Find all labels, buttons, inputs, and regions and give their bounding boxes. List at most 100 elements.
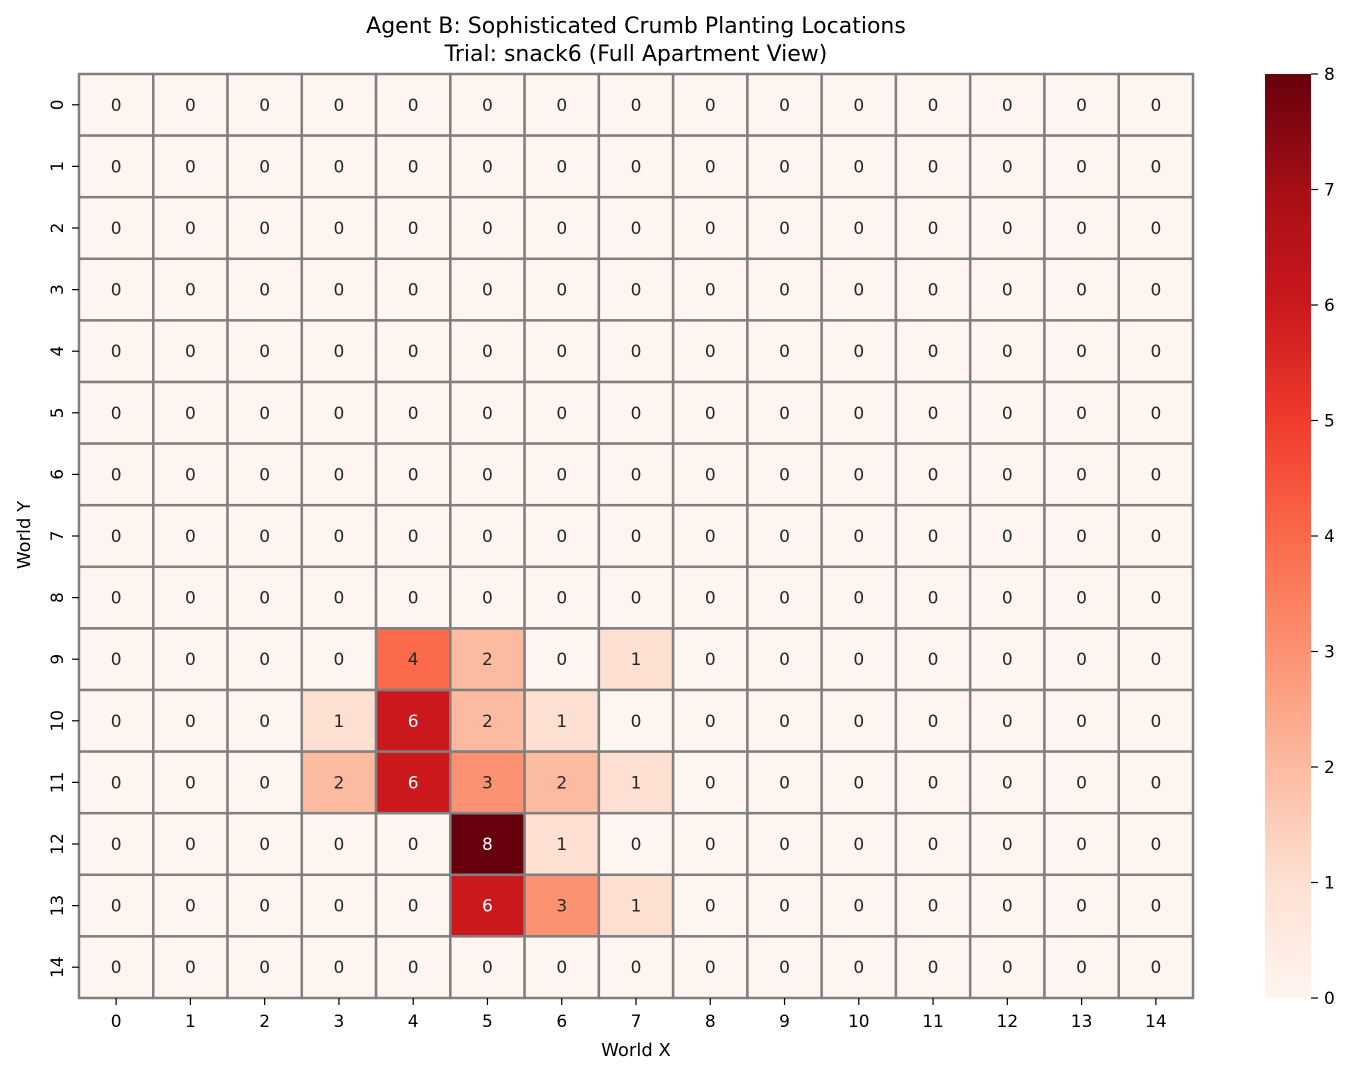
- heatmap-cell: [300, 935, 378, 1000]
- heatmap-cell: [449, 442, 526, 507]
- cell-value-label: 0: [631, 342, 642, 362]
- heatmap-cell: [1043, 565, 1120, 630]
- y-tick-label: 3: [48, 284, 68, 295]
- heatmap-cell: [226, 503, 304, 569]
- x-tick-label: 14: [1145, 1012, 1167, 1032]
- heatmap-cell: [1117, 935, 1195, 1000]
- x-axis-ticks: 0 1 2 3 4 5 6 7 8 9 10 11 12 13 14: [111, 998, 1167, 1032]
- cell-value-label: 0: [259, 281, 270, 301]
- heatmap-cells: [77, 72, 1195, 1000]
- y-tick-label: 11: [48, 772, 68, 794]
- heatmap-cell: [77, 873, 155, 938]
- cell-value-label: 0: [111, 157, 122, 177]
- cell-value-label: 0: [111, 527, 122, 547]
- cell-value-label: 0: [259, 712, 270, 732]
- cell-value-label: 0: [556, 342, 567, 362]
- cell-value-label: 0: [705, 465, 716, 485]
- heatmap-cell: [374, 257, 452, 322]
- cell-value-label: 0: [779, 465, 790, 485]
- cell-value-label: 0: [853, 527, 864, 547]
- cell-value-label: 0: [259, 527, 270, 547]
- cell-value-label: 0: [408, 96, 419, 116]
- cell-value-label: 0: [1150, 157, 1161, 177]
- cell-value-label: 0: [334, 465, 345, 485]
- cell-value-label: 2: [482, 712, 493, 732]
- cell-value-label: 0: [928, 281, 939, 301]
- cell-value-label: 0: [111, 219, 122, 239]
- heatmap-cell: [968, 873, 1046, 938]
- cell-value-label: 0: [334, 96, 345, 116]
- cell-value-label: 0: [185, 712, 196, 732]
- heatmap-cell: [77, 565, 155, 630]
- heatmap-cell: [152, 134, 229, 199]
- heatmap-cell: [523, 811, 601, 877]
- cell-value-label: 0: [111, 404, 122, 424]
- cell-value-label: 0: [928, 897, 939, 917]
- cell-value-label: 2: [556, 773, 567, 793]
- heatmap-cell: [1117, 195, 1195, 261]
- cell-value-label: 0: [928, 157, 939, 177]
- y-axis-label: World Y: [14, 500, 35, 569]
- x-tick-label: 7: [631, 1012, 642, 1032]
- heatmap-cell: [671, 811, 749, 877]
- heatmap-cell: [671, 319, 749, 384]
- cell-value-label: 0: [928, 465, 939, 485]
- colorbar-tick-label: 2: [1324, 758, 1335, 778]
- cell-value-label: 0: [779, 404, 790, 424]
- cell-value-label: 0: [1150, 897, 1161, 917]
- cell-value-label: 0: [779, 527, 790, 547]
- cell-value-label: 0: [928, 958, 939, 978]
- cell-value-label: 0: [556, 589, 567, 609]
- colorbar-tick-label: 7: [1324, 181, 1335, 201]
- heatmap-cell: [374, 503, 452, 569]
- cell-value-label: 0: [853, 712, 864, 732]
- heatmap-cell: [300, 627, 378, 692]
- cell-value-label: 0: [111, 958, 122, 978]
- cell-value-label: 0: [556, 527, 567, 547]
- cell-value-label: 0: [779, 835, 790, 855]
- cell-value-label: 0: [705, 157, 716, 177]
- cell-value-label: 0: [408, 157, 419, 177]
- cell-value-label: 0: [631, 589, 642, 609]
- cell-value-label: 0: [1076, 712, 1087, 732]
- cell-value-label: 0: [185, 219, 196, 239]
- y-tick-label: 13: [48, 895, 68, 917]
- cell-value-label: 0: [482, 465, 493, 485]
- cell-value-label: 0: [928, 342, 939, 362]
- cell-value-label: 0: [705, 342, 716, 362]
- heatmap-cell: [820, 565, 898, 630]
- cell-value-label: 0: [185, 527, 196, 547]
- heatmap-cell: [523, 442, 601, 507]
- heatmap-cell: [968, 380, 1046, 445]
- cell-value-label: 6: [408, 773, 419, 793]
- cell-value-label: 0: [1150, 281, 1161, 301]
- heatmap-cell: [597, 811, 675, 877]
- heatmap-cell: [671, 565, 749, 630]
- heatmap-cell: [300, 134, 378, 199]
- cell-value-label: 0: [259, 96, 270, 116]
- heatmap-cell: [523, 627, 601, 692]
- heatmap-cell: [1117, 319, 1195, 384]
- heatmap-cell: [152, 873, 229, 938]
- heatmap-cell: [300, 319, 378, 384]
- cell-value-label: 0: [779, 219, 790, 239]
- heatmap-cell: [746, 627, 823, 692]
- heatmap-cell: [1043, 257, 1120, 322]
- cell-value-label: 0: [779, 897, 790, 917]
- cell-value-label: 0: [111, 589, 122, 609]
- heatmap-cell: [1043, 750, 1120, 815]
- cell-value-label: 0: [1076, 773, 1087, 793]
- heatmap-cell: [820, 811, 898, 877]
- cell-value-label: 0: [1002, 281, 1013, 301]
- heatmap-cell: [523, 503, 601, 569]
- heatmap-cell: [300, 257, 378, 322]
- cell-value-label: 0: [1150, 465, 1161, 485]
- heatmap-cell: [374, 688, 452, 753]
- x-axis-label: World X: [601, 1040, 671, 1061]
- heatmap-cell: [152, 935, 229, 1000]
- cell-value-label: 0: [334, 835, 345, 855]
- cell-value-label: 0: [482, 219, 493, 239]
- cell-value-label: 0: [482, 527, 493, 547]
- cell-value-label: 0: [779, 157, 790, 177]
